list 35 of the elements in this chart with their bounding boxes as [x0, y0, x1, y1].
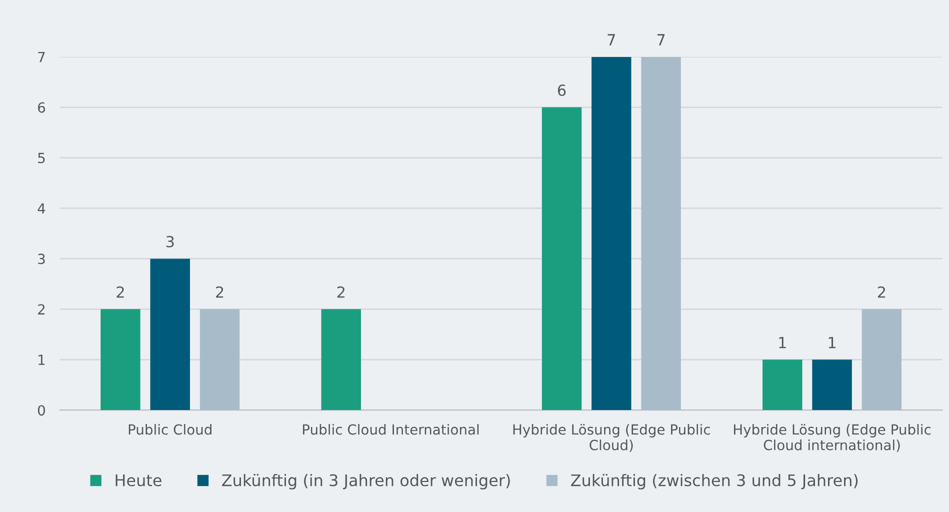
x-tick-label: Hybride Lösung (Edge Public Cloud international)	[734, 424, 931, 452]
legend-label: Zukünftig (zwischen 3 und 5 Jahren)	[571, 474, 858, 490]
x-tick-label: Public Cloud	[128, 424, 212, 435]
data-label: 7	[608, 34, 615, 46]
y-tick-label: 1	[38, 354, 45, 365]
legend-label: Heute	[116, 474, 162, 486]
bar	[641, 56, 681, 410]
bar	[592, 56, 632, 410]
data-label: 3	[166, 236, 174, 248]
bar	[100, 309, 140, 410]
data-label: 2	[337, 286, 344, 298]
bar	[321, 309, 361, 410]
bar	[762, 360, 802, 410]
data-label: 7	[657, 34, 665, 46]
y-tick-label: 0	[38, 405, 45, 416]
data-label: 2	[116, 286, 124, 298]
data-label: 1	[779, 336, 786, 348]
bar	[812, 360, 852, 410]
y-tick-label: 3	[38, 254, 45, 264]
y-tick-label: 4	[38, 203, 46, 214]
y-tick-label: 5	[38, 152, 45, 164]
bar	[200, 309, 240, 410]
y-tick-label: 2	[38, 304, 45, 314]
x-tick-label: Hybride Lösung (Edge Public Cloud)	[513, 424, 710, 452]
y-tick-label: 6	[38, 102, 46, 113]
data-label: 2	[878, 286, 886, 298]
bar	[862, 309, 902, 410]
y-tick-label: 7	[38, 52, 45, 62]
bar	[150, 258, 190, 410]
legend-label: Zukünftig (in 3 Jahren oder weniger)	[222, 474, 510, 490]
x-tick-label: Public Cloud International	[302, 424, 479, 435]
data-label: 1	[828, 336, 836, 348]
data-label: 6	[558, 84, 566, 96]
data-label: 2	[216, 286, 224, 298]
bar	[542, 107, 582, 410]
